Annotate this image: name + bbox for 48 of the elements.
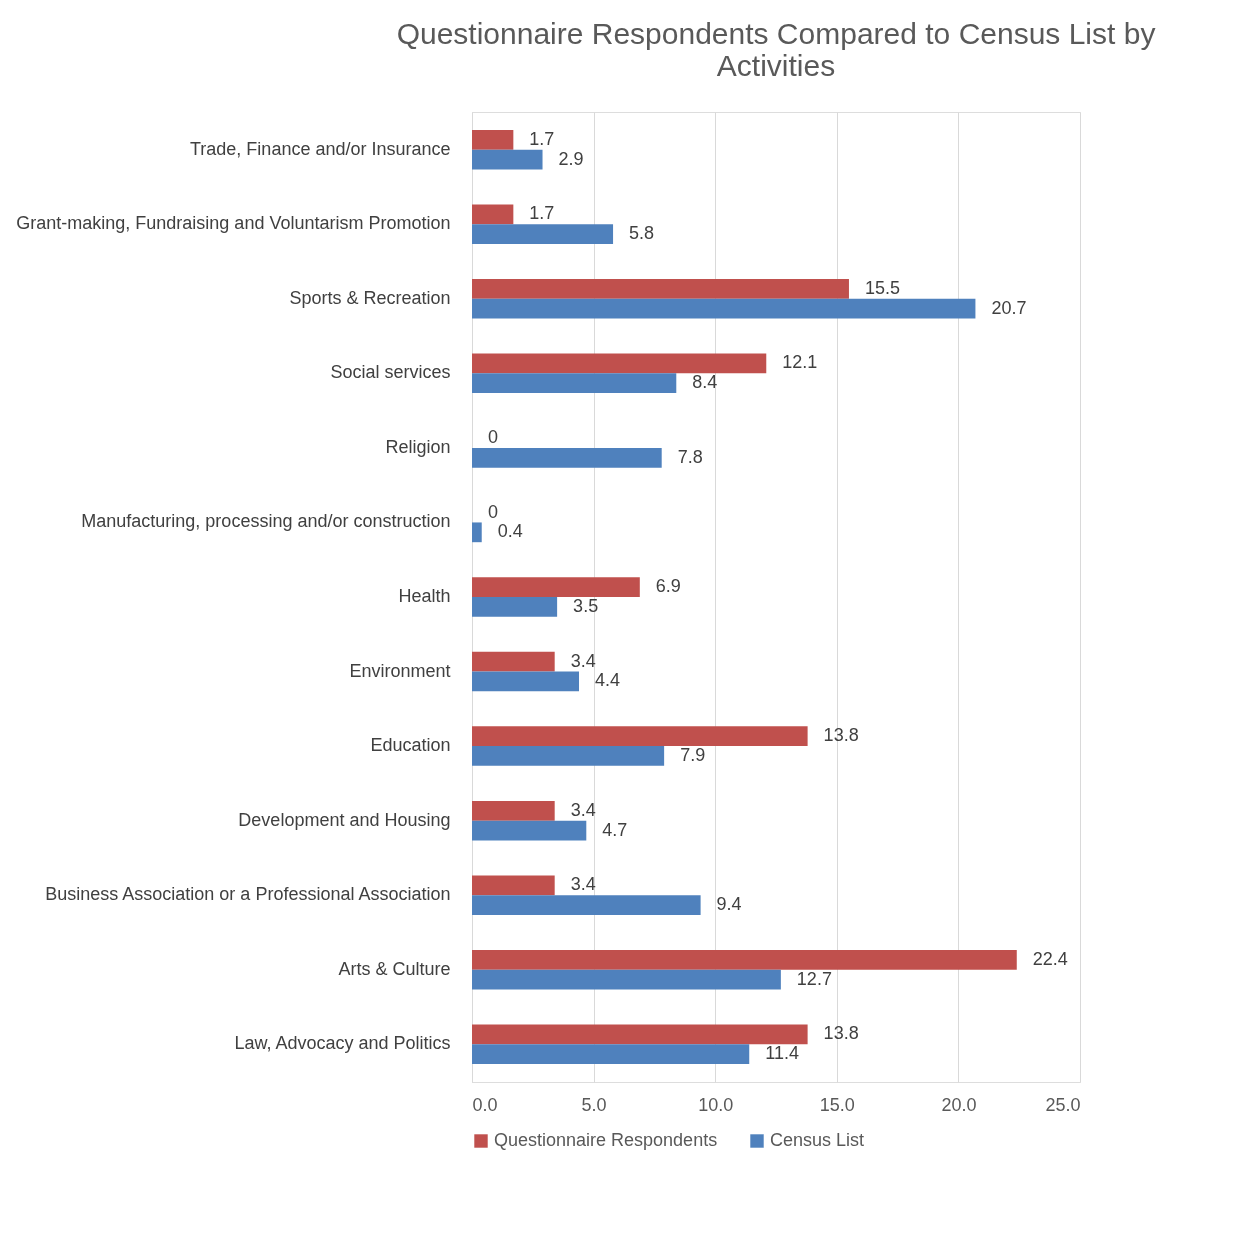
data-label: 1.7	[529, 128, 555, 149]
data-label: 3.4	[570, 650, 596, 671]
y-tick-label: Social services	[330, 362, 451, 383]
data-label: 20.7	[991, 297, 1027, 318]
x-tick-label: 25.0	[1045, 1094, 1081, 1115]
data-label: 0.4	[497, 521, 523, 542]
data-label: 4.7	[602, 819, 628, 840]
data-label: 0	[488, 427, 499, 448]
x-tick-label: 10.0	[698, 1094, 734, 1115]
y-tick-label: Religion	[385, 436, 451, 457]
data-label: 11.4	[765, 1043, 799, 1064]
x-tick-label: 5.0	[581, 1094, 607, 1115]
data-label: 12.1	[782, 352, 818, 373]
data-label: 22.4	[1032, 948, 1068, 969]
data-label: 12.7	[796, 968, 832, 989]
x-tick-label: 0.0	[472, 1094, 498, 1115]
data-label: 3.4	[570, 799, 596, 820]
y-tick-label: Business Association or a Professional Association	[45, 884, 451, 905]
x-tick-label: 20.0	[941, 1094, 977, 1115]
y-tick-label: Grant-making, Fundraising and Voluntarism Promotion	[16, 213, 451, 234]
data-label: 15.5	[864, 277, 901, 298]
legend-label: Census List	[770, 1130, 865, 1150]
y-tick-label: Health	[398, 586, 451, 606]
y-tick-label: Trade, Finance and/or Insurance	[190, 138, 451, 159]
data-label: 1.7	[529, 203, 555, 224]
data-label: 4.4	[595, 670, 621, 691]
data-label: 9.4	[716, 894, 742, 915]
data-label: 3.5	[573, 595, 599, 616]
data-label: 13.8	[823, 725, 859, 746]
y-tick-label: Development and Housing	[238, 809, 451, 830]
data-label: 6.9	[655, 576, 681, 597]
data-label: 2.9	[558, 148, 584, 169]
y-tick-label: Manufacturing, processing and/or construction	[81, 511, 451, 532]
data-label: 8.4	[692, 372, 718, 393]
legend-label: Questionnaire Respondents	[494, 1130, 718, 1150]
y-tick-label: Education	[370, 735, 451, 756]
data-label: 3.4	[570, 874, 596, 895]
y-tick-label: Environment	[349, 660, 451, 681]
y-tick-label: Arts & Culture	[338, 958, 451, 979]
data-label: 0	[488, 501, 499, 522]
data-label: 5.8	[629, 223, 655, 244]
y-tick-label: Sports & Recreation	[289, 287, 451, 308]
y-tick-label: Law, Advocacy and Politics	[234, 1033, 451, 1054]
data-label: 13.8	[823, 1023, 859, 1044]
data-label: 7.9	[680, 744, 706, 765]
data-label: 7.8	[677, 446, 703, 467]
x-tick-label: 15.0	[819, 1094, 855, 1115]
chart-title: Questionnaire Respondents Compared to Census List by Activities	[396, 17, 1156, 82]
